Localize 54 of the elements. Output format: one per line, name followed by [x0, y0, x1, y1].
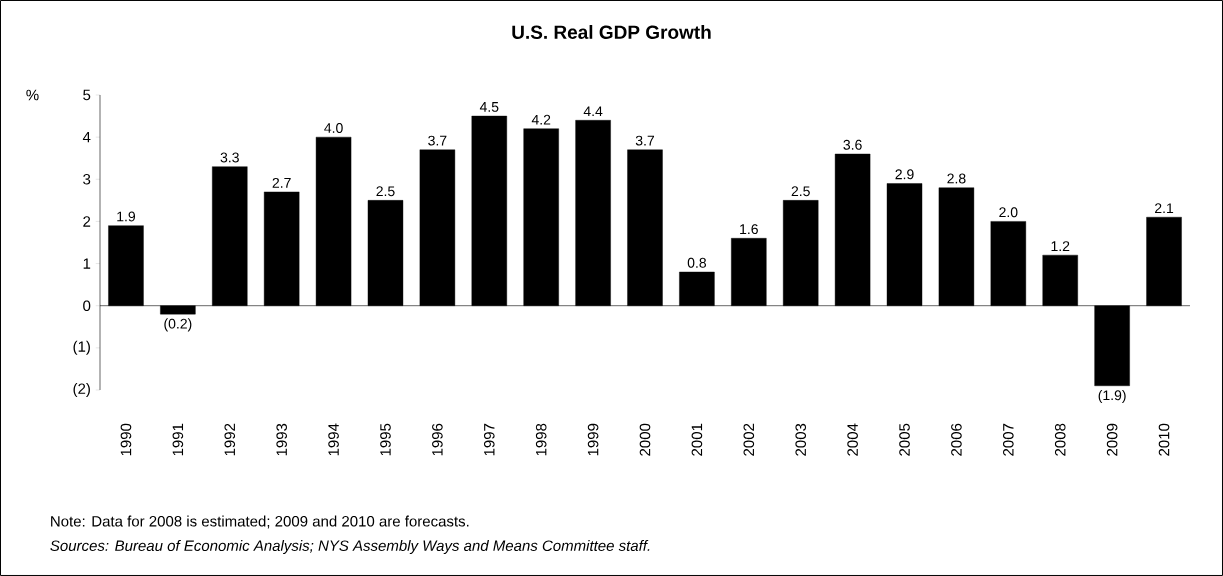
x-tick-label: 2004 — [847, 423, 858, 456]
data-label: (0.2) — [164, 318, 192, 332]
data-label: 1.2 — [1051, 241, 1070, 251]
x-tick-label: 2002 — [743, 423, 755, 456]
x-tick-label: 1995 — [380, 423, 391, 456]
data-label: 2.5 — [791, 186, 810, 197]
y-tick-label: 4 — [82, 131, 91, 143]
x-tick-label: 2006 — [951, 423, 962, 456]
data-label: 3.3 — [220, 152, 239, 163]
data-label: 4.2 — [531, 114, 551, 125]
text: Note: Data for 2008 is estimated; 2009 and 2010 are forecasts. — [51, 515, 469, 529]
data-label: 2.1 — [1155, 203, 1174, 213]
data-label: 2.5 — [376, 186, 395, 197]
data-label: 1.9 — [117, 211, 136, 222]
x-tick-label: 1994 — [328, 423, 339, 456]
data-label: 2.9 — [895, 169, 914, 180]
x-tick-label: 2003 — [795, 423, 807, 456]
x-tick-label: 1991 — [172, 423, 184, 456]
x-tick-label: 1992 — [224, 423, 236, 456]
y-tick-label: 5 — [83, 89, 91, 101]
data-label: 3.7 — [428, 135, 447, 146]
data-label: 2.8 — [947, 173, 966, 184]
x-tick-label: 1993 — [276, 423, 287, 456]
x-tick-label: 1990 — [120, 423, 132, 456]
y-tick-label: (1) — [73, 340, 90, 355]
x-tick-label: 2008 — [1054, 423, 1066, 456]
y-axis-title: % — [26, 89, 39, 101]
x-tick-label: 1999 — [587, 423, 599, 456]
y-tick-label: 3 — [83, 173, 91, 185]
x-tick-label: 2007 — [1003, 423, 1014, 456]
data-label: 2.0 — [999, 207, 1018, 218]
x-tick-label: 1997 — [483, 423, 495, 456]
x-tick-label: 2001 — [691, 423, 703, 456]
data-label: (1.9) — [1098, 389, 1126, 404]
source-note: Sources: Bureau of Economic Analysis; NYS Assembly Ways and Means Committee staff. — [50, 539, 650, 554]
data-label: 3.6 — [843, 139, 862, 150]
y-tick-label: 0 — [83, 300, 91, 311]
x-tick-label: 2009 — [1106, 423, 1118, 456]
x-tick-label: 2000 — [639, 423, 651, 456]
y-tick-label: 1 — [83, 258, 91, 269]
data-label: 0.8 — [687, 257, 707, 268]
x-tick-label: 1998 — [535, 423, 547, 456]
data-label: 4.5 — [479, 102, 499, 112]
y-tick-label: 2 — [83, 216, 91, 227]
x-tick-label: 1996 — [432, 423, 443, 456]
data-label: 4.0 — [324, 123, 343, 133]
data-label: 2.7 — [272, 177, 291, 188]
chart-title: U.S. Real GDP Growth — [512, 25, 711, 39]
data-label: 4.4 — [583, 106, 603, 117]
x-tick-label: 2010 — [1158, 423, 1170, 456]
x-tick-label: 2005 — [899, 423, 910, 456]
data-label: 1.6 — [740, 224, 758, 235]
data-label: 3.7 — [635, 135, 655, 146]
y-tick-label: (2) — [73, 382, 90, 397]
